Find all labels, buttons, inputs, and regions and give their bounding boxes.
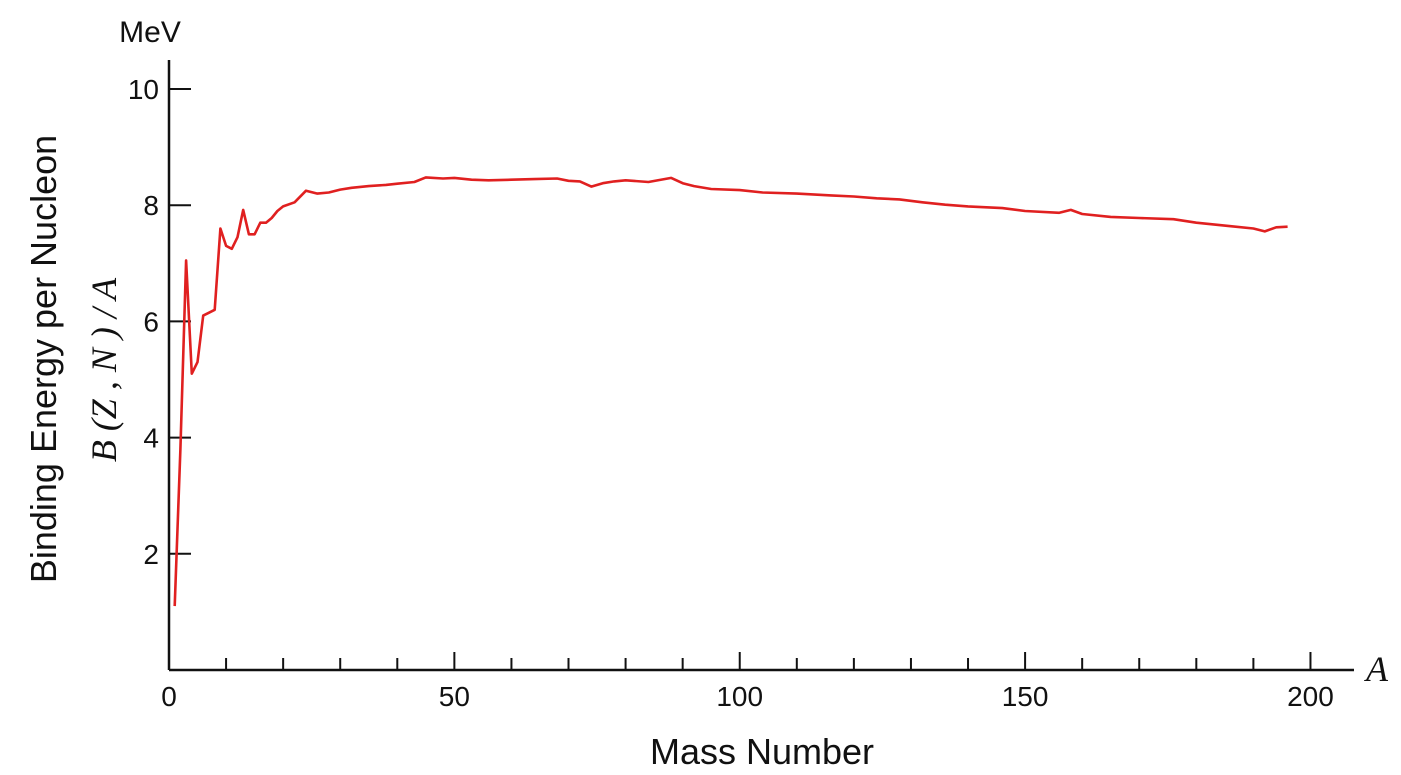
y-unit-label: MeV xyxy=(119,16,181,49)
labels-layer: 0 50 100 150 200 2 4 6 8 10 xyxy=(128,74,1334,712)
x-tick-label: 0 xyxy=(161,681,177,712)
y-axis-formula-label: B (Z , N ) / A xyxy=(84,277,124,462)
x-tick-label: 200 xyxy=(1287,681,1334,712)
x-axis-symbol: A xyxy=(1364,649,1389,689)
x-tick-label: 50 xyxy=(439,681,470,712)
y-tick-label: 4 xyxy=(143,423,159,454)
ticks-layer xyxy=(169,88,1312,670)
x-axis-label: Mass Number xyxy=(650,731,874,772)
y-tick-label: 8 xyxy=(143,190,159,221)
binding-energy-series-line xyxy=(173,176,1288,607)
y-tick-label: 2 xyxy=(143,539,159,570)
y-tick-label: 10 xyxy=(128,74,159,105)
x-tick-label: 100 xyxy=(716,681,763,712)
y-tick-label: 6 xyxy=(143,306,159,337)
x-tick-label: 150 xyxy=(1002,681,1049,712)
y-axis-label: Binding Energy per Nucleon xyxy=(23,135,64,583)
data-layer xyxy=(173,176,1288,607)
